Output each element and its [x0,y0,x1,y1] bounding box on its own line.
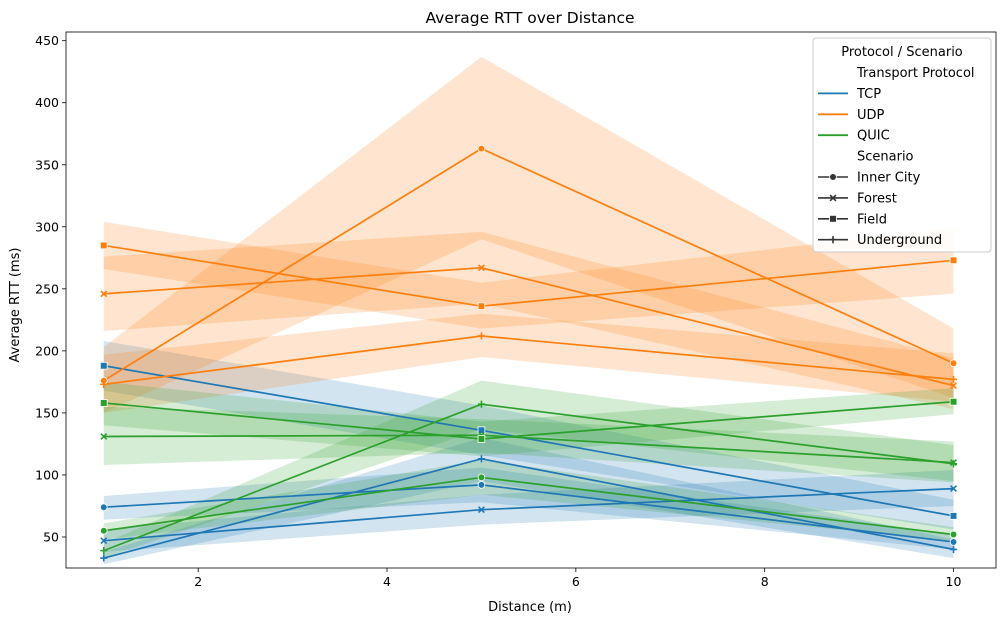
legend-label-field: Field [857,212,887,227]
ci-band-quic-inner-city [103,460,954,541]
y-tick-label: 200 [35,343,59,358]
legend-label-underground: Underground [857,233,942,248]
x-tick-label: 4 [383,574,391,589]
ci-band-tcp-underground [103,437,954,565]
x-tick-label: 2 [194,574,202,589]
legend-protocol-header: Transport Protocol [856,66,975,81]
point-tcp-underground-1 [100,554,108,562]
point-udp-inner-city-10 [949,359,958,368]
point-udp-field-5 [477,302,486,311]
point-tcp-underground-5 [477,455,486,463]
ci-band-quic-underground [103,380,954,559]
y-tick-label: 400 [35,95,59,110]
x-tick-label: 8 [761,574,769,589]
point-udp-field-10 [949,256,958,265]
point-tcp-field-5 [477,426,486,435]
y-tick-label: 150 [35,405,59,420]
point-quic-field-1 [99,399,108,407]
point-udp-forest-10 [950,382,957,390]
ci-band-quic-field [103,381,954,457]
x-axis-title: Distance (m) [488,600,572,615]
legend-label-quic: QUIC [857,129,890,144]
legend-label-forest: Forest [857,191,897,206]
point-udp-underground-5 [477,332,486,340]
ci-band-tcp-forest [103,469,954,552]
x-axis: 2 4 6 8 10 [194,568,962,589]
legend-box [812,37,992,253]
ci-band-udp-field [103,221,954,329]
point-tcp-underground-10 [949,545,958,553]
legend-title: Protocol / Scenario [841,45,963,60]
point-udp-underground-10 [949,375,958,383]
point-udp-field-1 [99,241,108,250]
legend-label-udp: UDP [857,108,885,123]
ci-band-udp-underground [103,313,954,413]
legend-marker-underground [829,236,837,244]
y-tick-label: 50 [43,529,59,544]
point-tcp-forest-1 [100,537,108,545]
ci-band-tcp-inner-city [103,467,954,550]
point-quic-forest-1 [100,433,108,440]
point-tcp-inner-city-10 [949,538,958,546]
chart-title: Average RTT over Distance [425,9,634,27]
point-quic-inner-city-5 [477,473,486,482]
point-quic-underground-5 [477,400,486,408]
plot-frame [65,31,997,569]
point-quic-inner-city-1 [99,526,108,535]
confidence-bands [103,56,954,565]
point-quic-field-10 [949,397,958,406]
y-tick-label: 100 [35,467,59,482]
y-tick-label: 300 [35,219,59,234]
point-udp-inner-city-5 [477,144,486,153]
point-tcp-field-10 [949,512,958,520]
series-markers [99,144,958,562]
ci-band-quic-forest [103,406,954,483]
ci-band-udp-forest [103,231,954,410]
legend-marker-inner-city [829,173,837,181]
point-quic-field-5 [477,435,486,443]
legend-label-tcp: TCP [856,87,881,102]
point-udp-underground-1 [100,380,108,388]
ci-band-udp-inner-city [103,56,954,413]
y-axis-title: Average RTT (ms) [8,248,23,363]
point-tcp-field-1 [99,361,108,370]
point-quic-underground-10 [949,460,958,468]
x-tick-label: 10 [946,574,962,589]
point-tcp-inner-city-5 [477,481,486,489]
y-tick-label: 350 [35,157,59,172]
point-quic-inner-city-10 [949,530,958,539]
point-tcp-inner-city-1 [99,503,108,512]
legend-marker-forest [829,194,837,202]
x-tick-label: 6 [572,574,580,589]
y-tick-label: 450 [35,33,59,48]
point-tcp-forest-5 [477,506,485,514]
y-axis: 50 100 150 200 250 300 350 400 450 [35,33,66,544]
y-tick-label: 250 [35,281,59,296]
legend-scenario-header: Scenario [857,150,914,165]
legend-marker-field [829,214,837,223]
point-udp-forest-5 [477,264,485,272]
legend-label-inner-city: Inner City [857,171,921,186]
point-udp-forest-1 [100,290,108,298]
point-tcp-forest-10 [950,485,957,493]
legend: Protocol / Scenario Transport Protocol TCP… [812,37,992,253]
point-quic-underground-1 [100,547,108,555]
